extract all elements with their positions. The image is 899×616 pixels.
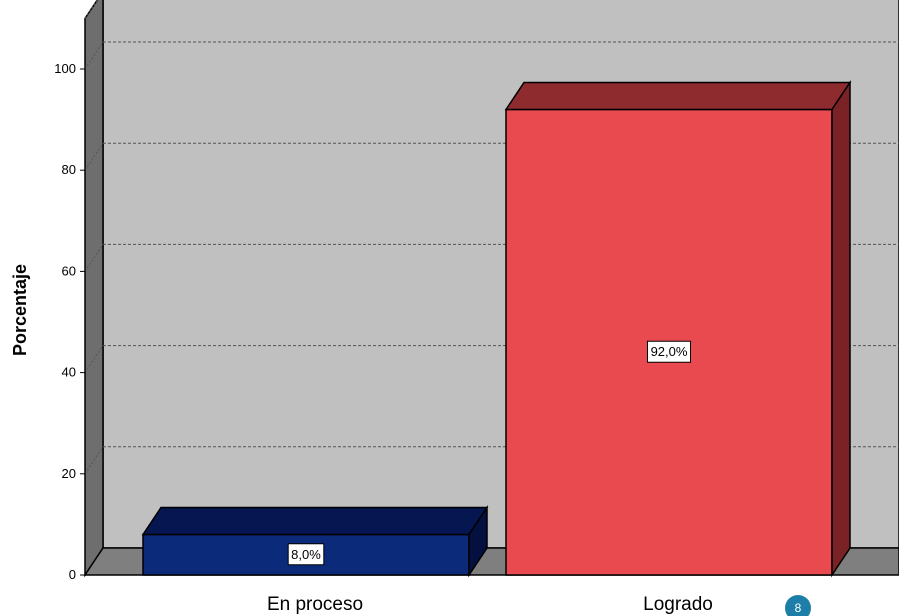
gridline-diagonal <box>84 345 104 373</box>
y-tick-label: 100 <box>54 61 76 76</box>
data-label: 92,0% <box>651 344 688 359</box>
bar-side <box>468 505 488 578</box>
gridline-diagonal <box>84 41 104 70</box>
data-label-box <box>287 543 325 566</box>
bar-top <box>141 506 489 536</box>
y-tick-label: 80 <box>62 162 76 177</box>
labels: 8,0% En proceso 92,0% Logrado <box>267 340 713 615</box>
page-badge-circle <box>785 595 811 616</box>
y-axis-label: Porcentaje <box>10 264 30 356</box>
page-badge: 8 <box>785 595 811 616</box>
bar-side <box>831 80 851 578</box>
y-axis: 0 20 40 60 80 100 <box>54 18 86 582</box>
page-badge-text: 8 <box>795 601 802 615</box>
gridline-diagonal <box>84 0 98 19</box>
bar-logrado <box>504 80 852 578</box>
left-wall <box>84 0 104 578</box>
x-category-label: Logrado <box>643 594 713 615</box>
bar-top <box>504 81 852 111</box>
gridline-diagonal <box>84 446 104 475</box>
y-tick-label: 0 <box>69 567 76 582</box>
data-label: 8,0% <box>291 547 321 562</box>
gridline-diagonal <box>84 142 104 171</box>
data-label-box <box>647 340 691 363</box>
gridlines <box>84 0 899 475</box>
gridline-diagonal <box>84 244 104 272</box>
y-tick-label: 40 <box>62 365 76 380</box>
x-category-label: En proceso <box>267 594 363 615</box>
y-tick-label: 20 <box>62 466 76 481</box>
y-tick-label: 60 <box>62 263 76 278</box>
